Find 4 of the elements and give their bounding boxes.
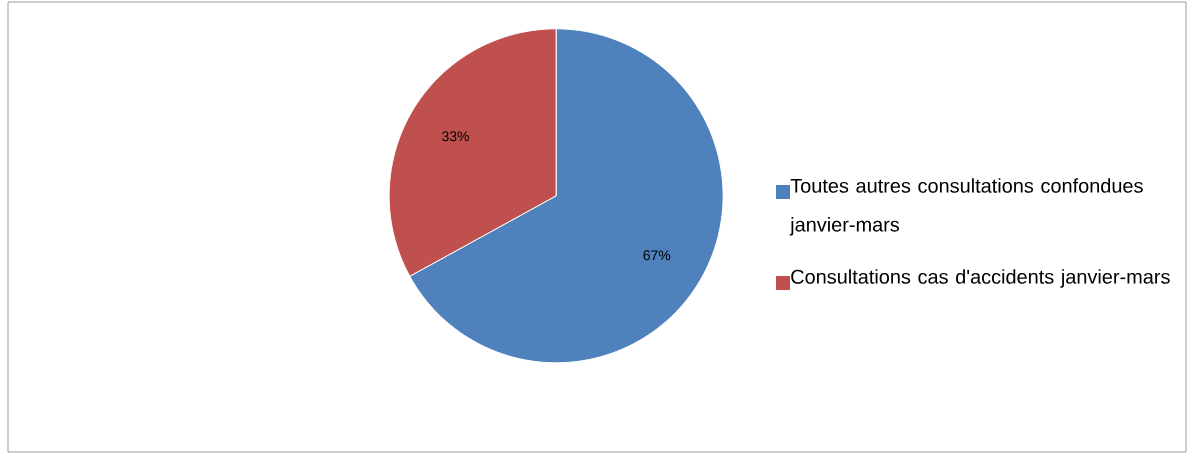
data-label: 33% xyxy=(442,131,469,142)
legend-label: Consultations cas d'accidents janvier-mars xyxy=(791,269,1170,288)
data-label: 67% xyxy=(643,250,671,261)
category-label: Toutes autres consultations confondues janvier-mars xyxy=(789,178,1143,236)
